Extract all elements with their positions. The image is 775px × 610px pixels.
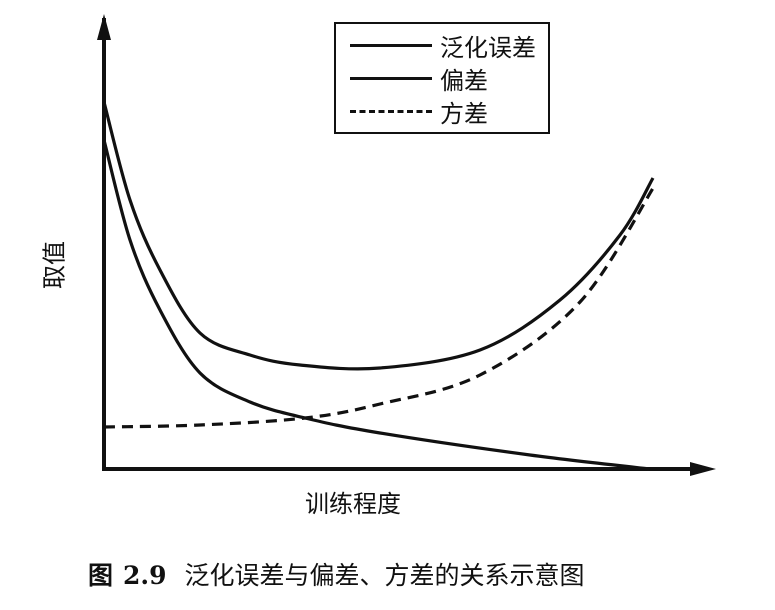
series-generalization-error — [102, 101, 655, 371]
x-axis-label: 训练程度 — [305, 490, 401, 518]
x-axis-arrow-icon — [690, 462, 716, 476]
caption-fig-label: 图 — [88, 561, 114, 590]
legend-item-bias: 偏差 — [350, 63, 488, 95]
legend: 泛化误差 偏差 方差 — [334, 22, 550, 134]
legend-item-variance: 方差 — [350, 96, 488, 128]
series-variance — [103, 184, 657, 429]
caption-text: 泛化误差与偏差、方差的关系示意图 — [184, 561, 585, 590]
y-axis-arrow-icon — [97, 14, 111, 40]
solid-line-icon — [350, 76, 432, 80]
dashed-line-icon — [350, 109, 432, 113]
solid-line-icon — [350, 43, 432, 47]
series-bias — [102, 139, 651, 471]
y-axis-label: 取值 — [40, 241, 69, 289]
caption-number: 2.9 — [123, 561, 167, 590]
legend-item-generalization-error: 泛化误差 — [350, 30, 536, 62]
figure-caption: 图 2.9 泛化误差与偏差、方差的关系示意图 — [88, 556, 585, 592]
